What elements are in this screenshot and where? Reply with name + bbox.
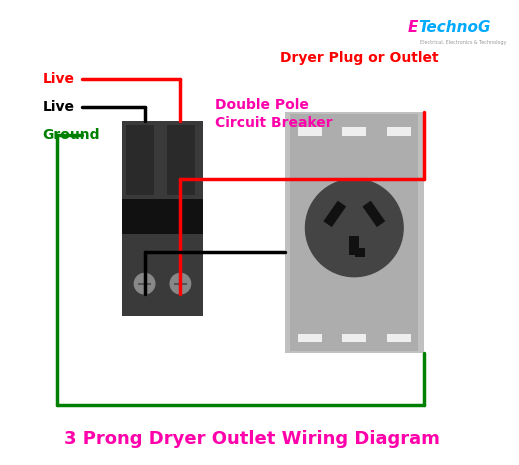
Circle shape <box>170 273 190 294</box>
Circle shape <box>134 273 155 294</box>
Bar <box>284 112 424 353</box>
Text: Electrical, Electronics & Technology: Electrical, Electronics & Technology <box>420 40 507 45</box>
Bar <box>122 121 203 316</box>
Text: TechnoG: TechnoG <box>418 20 491 35</box>
Polygon shape <box>362 201 385 227</box>
Bar <box>167 125 195 195</box>
Polygon shape <box>349 236 360 255</box>
Text: Live: Live <box>43 100 75 114</box>
Polygon shape <box>355 248 365 257</box>
Bar <box>290 114 418 351</box>
Bar <box>342 334 366 342</box>
Text: E: E <box>408 20 418 35</box>
Bar <box>387 334 411 342</box>
Bar <box>342 127 366 136</box>
Bar <box>122 199 203 234</box>
FancyBboxPatch shape <box>15 0 489 465</box>
Circle shape <box>306 179 403 277</box>
Bar <box>297 334 322 342</box>
Bar <box>126 125 154 195</box>
Text: Double Pole
Circuit Breaker: Double Pole Circuit Breaker <box>215 98 333 130</box>
Bar <box>387 127 411 136</box>
Text: Dryer Plug or Outlet: Dryer Plug or Outlet <box>280 51 439 65</box>
Text: 3 Prong Dryer Outlet Wiring Diagram: 3 Prong Dryer Outlet Wiring Diagram <box>64 431 440 448</box>
Text: Ground: Ground <box>43 128 100 142</box>
Polygon shape <box>323 201 346 227</box>
Bar <box>297 127 322 136</box>
Text: Live: Live <box>43 72 75 86</box>
